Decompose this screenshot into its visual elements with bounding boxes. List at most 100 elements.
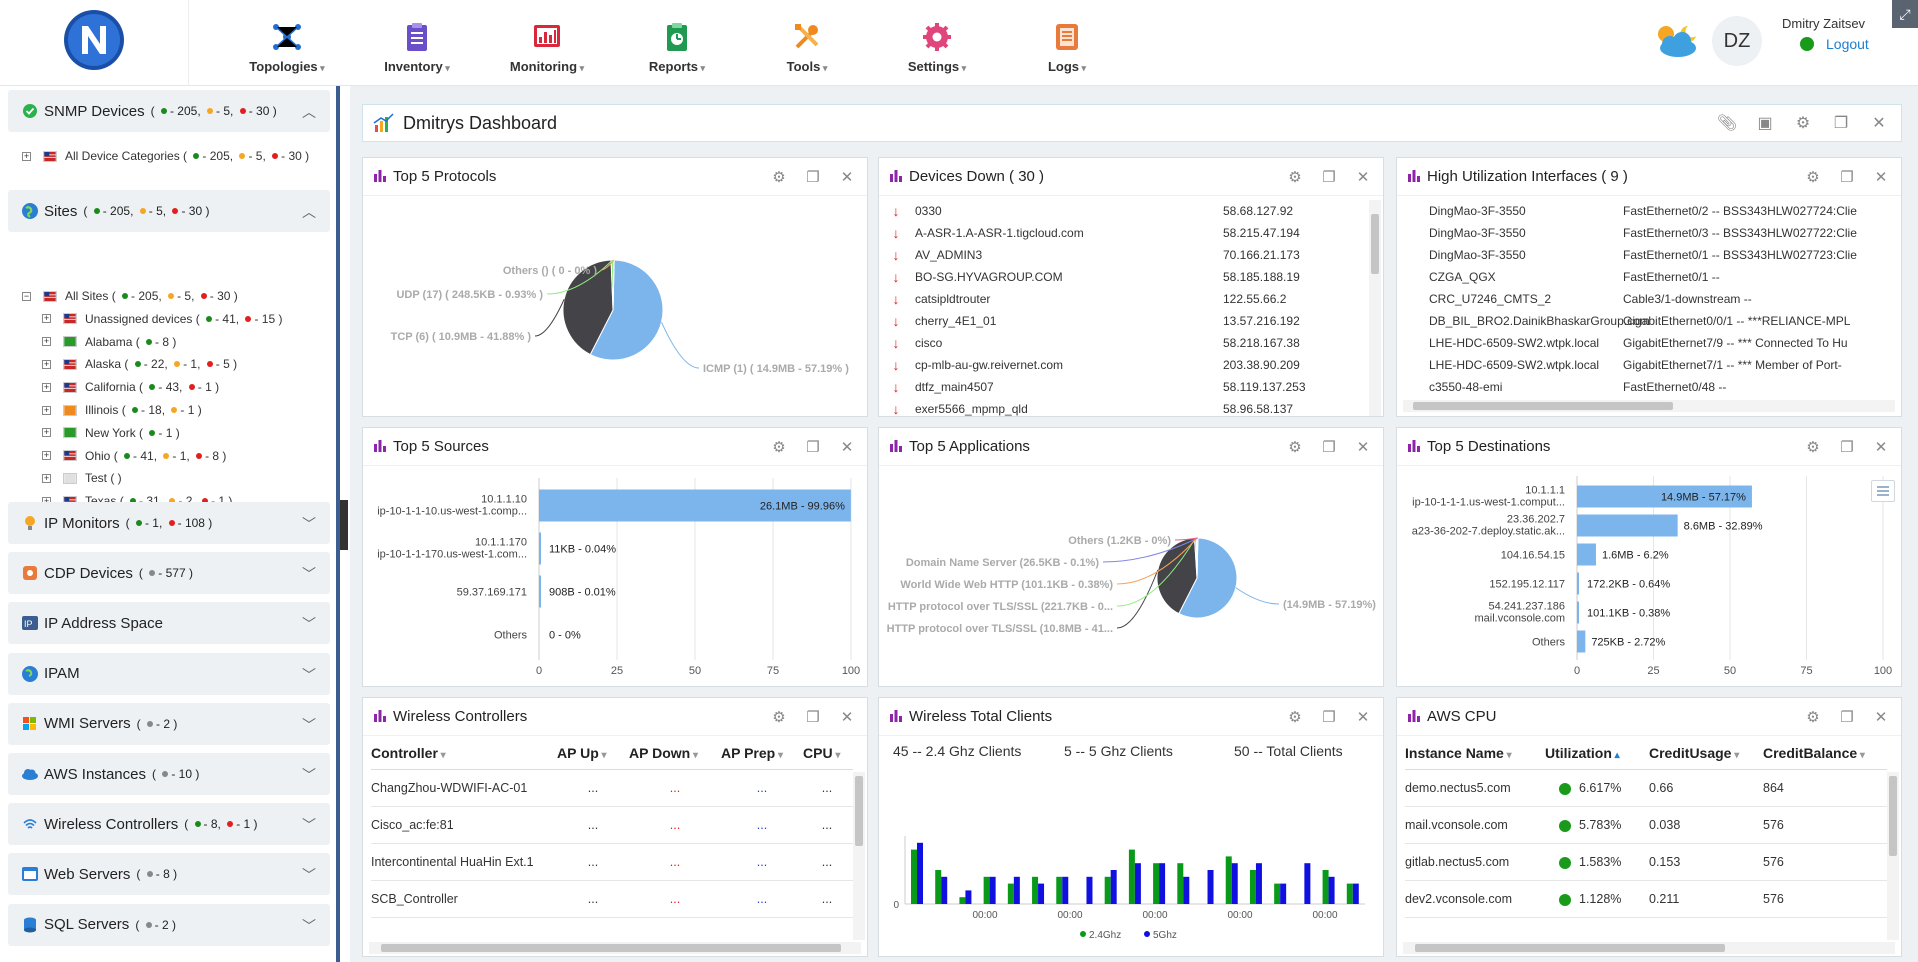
chevron-down-icon[interactable]: ﹀ <box>302 917 316 934</box>
chevron-up-icon[interactable]: ︿ <box>302 104 316 120</box>
tree-site-item[interactable]: + California ( - 43, - 1 ) <box>42 377 219 397</box>
gear-icon[interactable]: ⚙ <box>772 439 786 456</box>
list-item[interactable]: DingMao-3F-3550 FastEthernet0/2 -- BSS343… <box>1397 200 1901 222</box>
close-icon[interactable]: ✕ <box>840 439 854 456</box>
sidebar-group-web-servers[interactable]: Web Servers ( - 8 ) ﹀ <box>8 853 330 896</box>
close-icon[interactable]: ✕ <box>840 709 854 726</box>
sidebar-group-aws-instances[interactable]: AWS Instances ( - 10 ) ﹀ <box>8 753 330 795</box>
list-item[interactable]: ↓ 0330 58.68.127.92 <box>879 200 1383 222</box>
list-item[interactable]: DingMao-3F-3550 FastEthernet0/1 -- BSS343… <box>1397 244 1901 266</box>
sidebar-resize-rail[interactable] <box>336 86 340 962</box>
restore-icon[interactable]: ❐ <box>806 709 820 726</box>
restore-icon[interactable]: ❐ <box>806 169 820 186</box>
fullscreen-icon[interactable]: ⤢ <box>1892 0 1918 28</box>
column-header[interactable]: CreditUsage <box>1649 745 1763 761</box>
restore-icon[interactable]: ❐ <box>1840 439 1854 456</box>
nectus-logo[interactable] <box>62 8 126 72</box>
user-avatar[interactable]: DZ <box>1712 16 1762 66</box>
list-item[interactable]: ↓ AV_ADMIN3 70.166.21.173 <box>879 244 1383 266</box>
gear-icon[interactable]: ⚙ <box>1806 439 1820 456</box>
vertical-scrollbar[interactable] <box>1369 200 1381 416</box>
restore-icon[interactable]: ❐ <box>1840 709 1854 726</box>
nav-inventory[interactable]: Inventory <box>352 6 482 74</box>
chevron-down-icon[interactable]: ﹀ <box>302 716 316 733</box>
attach-icon[interactable]: 📎︎ <box>1716 115 1738 132</box>
column-header[interactable]: AP Prep <box>721 745 803 761</box>
table-row[interactable]: mail.vconsole.com 5.783% 0.038 576 <box>1405 807 1887 844</box>
expand-icon[interactable]: + <box>42 404 51 415</box>
close-icon[interactable]: ✕ <box>1356 169 1370 186</box>
table-row[interactable]: dev2.vconsole.com 1.128% 0.211 576 <box>1405 881 1887 918</box>
horizontal-scrollbar[interactable] <box>1403 942 1895 954</box>
list-item[interactable]: ↓ catsipldtrouter 122.55.66.2 <box>879 288 1383 310</box>
gear-icon[interactable]: ⚙ <box>1806 709 1820 726</box>
chart-menu-icon[interactable] <box>1871 480 1895 502</box>
expand-icon[interactable]: + <box>22 150 31 161</box>
expand-icon[interactable]: + <box>42 381 51 392</box>
table-row[interactable]: ChangZhou-WDWIFI-AC-01............ <box>371 770 853 807</box>
list-item[interactable]: ↓ A-ASR-1.A-ASR-1.tigcloud.com 58.215.47.1… <box>879 222 1383 244</box>
tree-site-item[interactable]: + New York ( - 1 ) <box>42 423 180 443</box>
column-header[interactable]: CreditBalance <box>1763 745 1883 761</box>
gear-icon[interactable]: ⚙ <box>1795 115 1811 132</box>
nav-topologies[interactable]: Topologies <box>222 6 352 74</box>
close-icon[interactable]: ✕ <box>1874 709 1888 726</box>
close-icon[interactable]: ✕ <box>1874 169 1888 186</box>
table-row[interactable]: Intercontinental HuaHin Ext.1...........… <box>371 844 853 881</box>
list-item[interactable]: ↓ dtfz_main4507 58.119.137.253 <box>879 376 1383 398</box>
gear-icon[interactable]: ⚙ <box>1288 439 1302 456</box>
gear-icon[interactable]: ⚙ <box>1288 169 1302 186</box>
close-icon[interactable]: ✕ <box>1872 115 1886 132</box>
column-header[interactable]: CPU <box>803 745 851 761</box>
sidebar-group-ipam[interactable]: IPAM ﹀ <box>8 652 330 695</box>
chevron-down-icon[interactable]: ﹀ <box>302 516 316 532</box>
chevron-up-icon[interactable]: ︿ <box>302 204 316 220</box>
tree-site-item[interactable]: + Alaska ( - 22, - 1, - 5 ) <box>42 354 237 374</box>
nav-reports[interactable]: Reports <box>612 6 742 74</box>
expand-icon[interactable]: + <box>42 427 51 438</box>
expand-icon[interactable]: + <box>42 358 51 369</box>
chevron-down-icon[interactable]: ﹀ <box>302 867 316 884</box>
restore-icon[interactable]: ❐ <box>1833 115 1849 132</box>
gear-icon[interactable]: ⚙ <box>772 709 786 726</box>
restore-icon[interactable]: ❐ <box>1322 169 1336 186</box>
gear-icon[interactable]: ⚙ <box>772 169 786 186</box>
table-row[interactable]: gitlab.nectus5.com 1.583% 0.153 576 <box>1405 844 1887 881</box>
list-item[interactable]: ↓ cisco 58.218.167.38 <box>879 332 1383 354</box>
column-header[interactable]: Instance Name <box>1405 745 1545 761</box>
tree-site-item[interactable]: + Illinois ( - 18, - 1 ) <box>42 400 202 420</box>
restore-icon[interactable]: ❐ <box>1840 169 1854 186</box>
table-row[interactable]: SCB_Controller............ <box>371 881 853 918</box>
column-header[interactable]: Controller <box>371 745 557 761</box>
tree-site-item[interactable]: + Alabama ( - 8 ) <box>42 332 176 352</box>
sidebar-group-cdp-devices[interactable]: CDP Devices ( - 577 ) ﹀ <box>8 552 330 595</box>
column-header[interactable]: Utilization <box>1545 745 1649 761</box>
expand-icon[interactable]: + <box>42 450 51 461</box>
close-icon[interactable]: ✕ <box>1356 439 1370 456</box>
tree-site-item[interactable]: + Test ( ) <box>42 468 122 488</box>
close-icon[interactable]: ✕ <box>1356 709 1370 726</box>
list-item[interactable]: CRC_U7246_CMTS_2 Cable3/1-downstream -- <box>1397 288 1901 310</box>
list-item[interactable]: ↓ exer5566_mpmp_qld 58.96.58.137 <box>879 398 1383 416</box>
sidebar-group-snmp[interactable]: SNMP Devices ( - 205, - 5, - 30 ) ︿ <box>8 90 330 132</box>
sidebar-collapse-handle[interactable] <box>340 500 348 550</box>
close-icon[interactable]: ✕ <box>1874 439 1888 456</box>
list-item[interactable]: c3550-48-emi FastEthernet0/48 -- <box>1397 376 1901 398</box>
list-item[interactable]: LHE-HDC-6509-SW2.wtpk.local GigabitEthern… <box>1397 354 1901 376</box>
vertical-scrollbar[interactable] <box>853 772 865 940</box>
gear-icon[interactable]: ⚙ <box>1806 169 1820 186</box>
horizontal-scrollbar[interactable] <box>1403 400 1895 412</box>
nav-settings[interactable]: Settings <box>872 6 1002 74</box>
close-icon[interactable]: ✕ <box>840 169 854 186</box>
table-row[interactable]: Cisco_ac:fe:81............ <box>371 807 853 844</box>
column-header[interactable]: AP Up <box>557 745 629 761</box>
sidebar-group-sql-servers[interactable]: SQL Servers ( - 2 ) ﹀ <box>8 903 330 946</box>
collapse-icon[interactable]: − <box>22 290 31 301</box>
logout-link[interactable]: Logout <box>1826 36 1869 52</box>
horizontal-scrollbar[interactable] <box>369 942 861 954</box>
chevron-down-icon[interactable]: ﹀ <box>302 566 316 583</box>
list-item[interactable]: ↓ cherry_4E1_01 13.57.216.192 <box>879 310 1383 332</box>
table-row[interactable]: demo.nectus5.com 6.617% 0.66 864 <box>1405 770 1887 807</box>
restore-icon[interactable]: ❐ <box>1322 709 1336 726</box>
restore-icon[interactable]: ❐ <box>1322 439 1336 456</box>
